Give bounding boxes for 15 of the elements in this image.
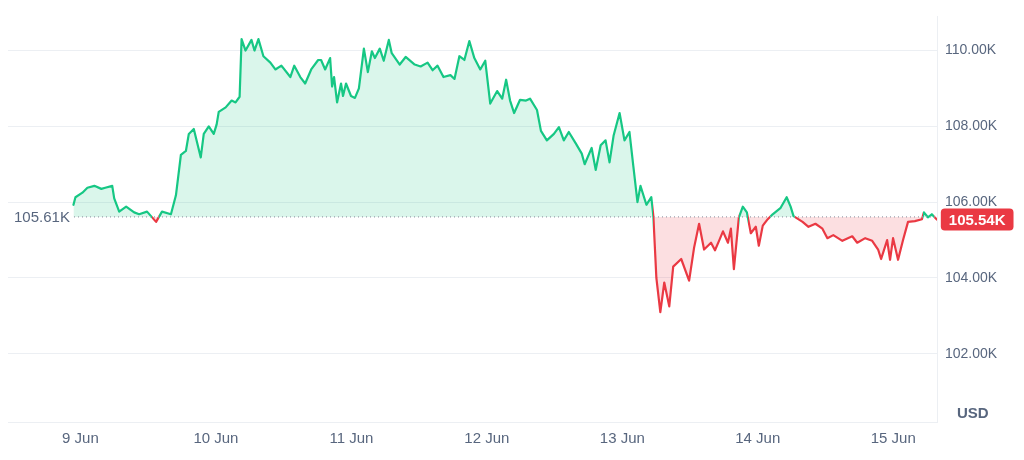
- x-tick-label: 9 Jun: [62, 429, 99, 447]
- y-tick-label: 110.00K: [945, 41, 997, 58]
- x-tick-label: 15 Jun: [870, 429, 916, 447]
- y-tick-label: 102.00K: [945, 344, 998, 361]
- x-tick-label: 11 Jun: [329, 429, 374, 447]
- x-tick-label: 10 Jun: [193, 429, 239, 447]
- x-tick-label: 14 Jun: [735, 429, 781, 447]
- annotation: 105.54K: [948, 210, 1006, 228]
- y-tick-label: 106.00K: [945, 193, 998, 209]
- y-tick-label: 108.00K: [945, 117, 998, 134]
- x-tick-label: 13 Jun: [599, 429, 645, 447]
- y-tick-label: 104.00K: [945, 268, 998, 285]
- ref-line-label: 105.61K: [14, 208, 70, 226]
- x-tick-label: 12 Jun: [464, 429, 510, 447]
- y-axis-title: USD: [957, 404, 989, 422]
